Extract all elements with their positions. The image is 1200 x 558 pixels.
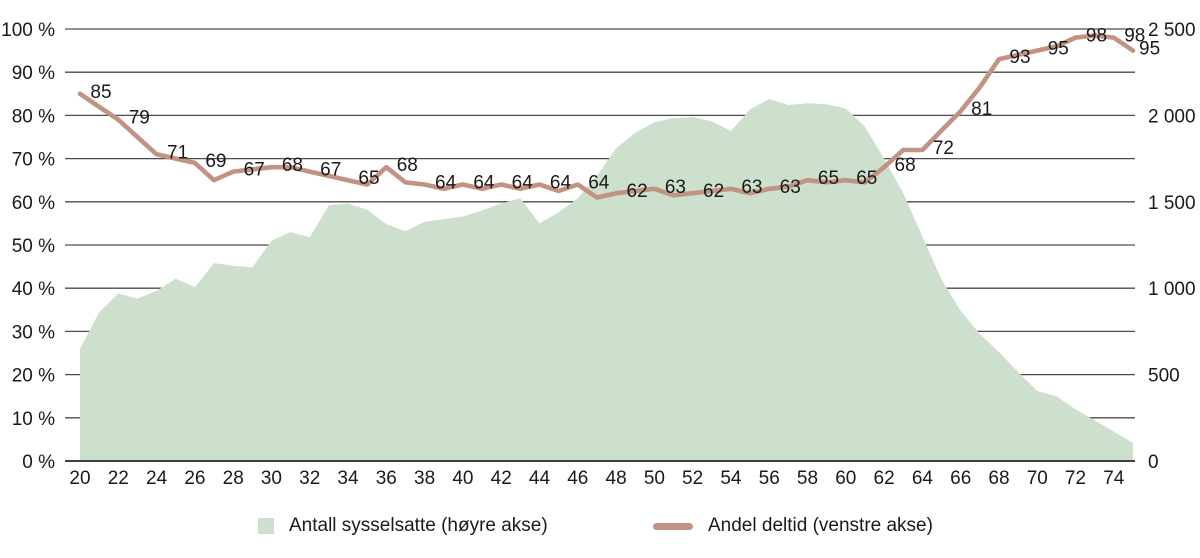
x-axis-tick: 56 — [759, 468, 780, 489]
x-axis-tick: 34 — [337, 468, 359, 489]
x-axis-tick: 32 — [299, 468, 320, 489]
x-axis-tick: 24 — [146, 468, 168, 489]
x-axis-tick: 22 — [108, 468, 129, 489]
area-series-swatch — [258, 518, 274, 534]
x-axis-tick: 40 — [452, 468, 473, 489]
x-axis-tick: 66 — [950, 468, 971, 489]
x-axis-tick: 44 — [529, 468, 551, 489]
y-axis-left-tick: 10 % — [12, 409, 55, 430]
x-axis-tick: 30 — [261, 468, 282, 489]
y-axis-left-tick: 40 % — [12, 279, 55, 300]
legend-label-andel-deltid: Andel deltid (venstre akse) — [708, 515, 933, 536]
data-label: 67 — [244, 160, 265, 181]
data-label: 64 — [512, 173, 534, 194]
y-axis-right-tick: 2 500 — [1148, 20, 1196, 41]
legend-label-antall-sysselsatte: Antall sysselsatte (høyre akse) — [289, 515, 548, 536]
data-label: 68 — [397, 155, 418, 176]
data-label: 63 — [780, 177, 801, 198]
y-axis-left-tick: 30 % — [12, 322, 55, 343]
x-axis-tick: 48 — [606, 468, 627, 489]
data-label: 67 — [320, 160, 341, 181]
data-label: 64 — [588, 173, 610, 194]
data-label: 79 — [129, 108, 150, 129]
area-series-antall-sysselsatte — [80, 99, 1133, 461]
data-label: 95 — [1139, 39, 1160, 60]
x-axis-tick: 54 — [720, 468, 742, 489]
y-axis-left-tick: 90 % — [12, 63, 55, 84]
y-axis-left-tick: 60 % — [12, 193, 55, 214]
data-label: 63 — [665, 177, 686, 198]
y-axis-left-tick: 70 % — [12, 150, 55, 171]
x-axis-tick: 46 — [567, 468, 588, 489]
y-axis-right-tick: 1 000 — [1148, 279, 1196, 300]
x-axis-tick: 38 — [414, 468, 435, 489]
x-axis-tick: 50 — [644, 468, 665, 489]
y-axis-left-tick: 80 % — [12, 106, 55, 127]
x-axis-tick: 52 — [682, 468, 703, 489]
data-label: 63 — [741, 177, 762, 198]
data-label: 64 — [435, 173, 457, 194]
data-label: 81 — [971, 99, 992, 120]
chart-canvas: 85 79 71 69 67 68 67 65 68 64 64 64 64 64 62 63 62 63 63 65… — [1, 20, 1196, 489]
x-axis-tick: 70 — [1027, 468, 1048, 489]
y-axis-right-tick: 1 500 — [1148, 193, 1196, 214]
y-axis-right: 0 500 1 000 1 500 2 000 2 500 — [1148, 20, 1196, 473]
data-label: 68 — [895, 155, 916, 176]
x-axis-tick: 60 — [835, 468, 856, 489]
data-label: 93 — [1009, 47, 1030, 68]
data-label: 64 — [550, 173, 572, 194]
data-label: 69 — [205, 151, 226, 172]
data-label: 98 — [1124, 26, 1145, 47]
x-axis-tick: 62 — [874, 468, 895, 489]
data-label: 62 — [703, 181, 724, 202]
data-label: 65 — [818, 168, 839, 189]
x-axis-tick: 36 — [376, 468, 397, 489]
data-label: 95 — [1048, 39, 1069, 60]
data-label: 98 — [1086, 26, 1107, 47]
y-axis-left-tick: 50 % — [12, 236, 55, 257]
data-label: 65 — [358, 168, 379, 189]
line-series-andel-deltid — [77, 33, 1136, 200]
x-axis-tick: 64 — [912, 468, 934, 489]
data-label: 68 — [282, 155, 303, 176]
data-label: 72 — [933, 138, 954, 159]
y-axis-left-tick: 20 % — [12, 366, 55, 387]
x-axis-tick: 28 — [223, 468, 244, 489]
x-axis: 20 22 24 26 28 30 32 34 36 38 40 42 44 46 48 50 52 54 56 58… — [69, 468, 1124, 489]
line-data-labels: 85 79 71 69 67 68 67 65 68 64 64 64 64 64 62 63 62 63 63 65… — [90, 26, 1160, 203]
legend-item-andel-deltid: Andel deltid (venstre akse) — [653, 512, 933, 540]
x-axis-tick: 74 — [1103, 468, 1125, 489]
x-axis-tick: 72 — [1065, 468, 1086, 489]
legend-item-antall-sysselsatte: Antall sysselsatte (høyre akse) — [258, 512, 548, 540]
y-axis-left-tick: 100 % — [1, 20, 55, 41]
y-axis-right-tick: 2 000 — [1148, 106, 1196, 127]
y-axis-right-tick: 500 — [1148, 366, 1180, 387]
x-axis-tick: 20 — [69, 468, 90, 489]
data-label: 62 — [627, 181, 648, 202]
x-axis-tick: 42 — [491, 468, 512, 489]
line-series-swatch — [653, 522, 693, 530]
y-axis-left-tick: 0 % — [22, 452, 55, 473]
x-axis-tick: 68 — [988, 468, 1009, 489]
x-axis-tick: 58 — [797, 468, 818, 489]
x-axis-tick: 26 — [184, 468, 205, 489]
data-label: 64 — [473, 173, 495, 194]
y-axis-left: 0 % 10 % 20 % 30 % 40 % 50 % 60 % 70 % 80 % 90 % 1… — [1, 20, 55, 473]
data-label: 71 — [167, 142, 188, 163]
y-axis-right-tick: 0 — [1148, 452, 1159, 473]
data-label: 85 — [90, 82, 111, 103]
data-label: 65 — [856, 168, 877, 189]
